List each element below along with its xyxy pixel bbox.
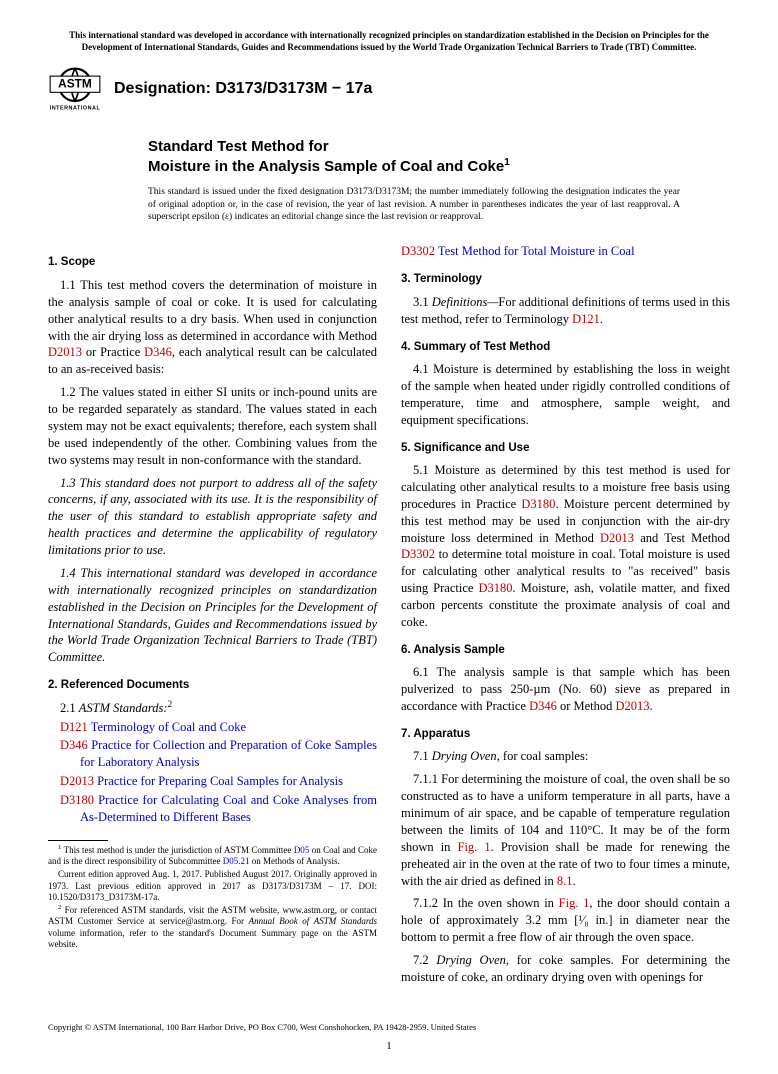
para-2-1: 2.1 ASTM Standards:2: [48, 700, 377, 717]
page-number: 1: [48, 1039, 730, 1054]
link-fig1b[interactable]: Fig. 1: [559, 896, 590, 910]
designation-text: Designation: D3173/D3173M − 17a: [114, 78, 372, 100]
title-prefix: Standard Test Method for: [148, 137, 730, 157]
ref-d121[interactable]: D121 Terminology of Coal and Coke: [48, 719, 377, 736]
para-1-2: 1.2 The values stated in either SI units…: [48, 384, 377, 468]
section-1-head: 1. Scope: [48, 255, 377, 271]
astm-logo-icon: ASTM INTERNATIONAL: [48, 61, 102, 115]
section-7-head: 7. Apparatus: [401, 727, 730, 743]
link-8-1[interactable]: 8.1: [557, 874, 573, 888]
ref-d346[interactable]: D346 Practice for Collection and Prepara…: [48, 737, 377, 771]
ref-d3302[interactable]: D3302 Test Method for Total Moisture in …: [401, 243, 730, 260]
link-d05[interactable]: D05: [294, 845, 310, 855]
link-d2013c[interactable]: D2013: [616, 699, 650, 713]
issuance-note: This standard is issued under the fixed …: [148, 186, 680, 223]
para-7-2: 7.2 Drying Oven, for coke samples. For d…: [401, 952, 730, 986]
footnote-rule: [48, 840, 108, 841]
link-d0521[interactable]: D05.21: [223, 856, 250, 866]
link-fig1a[interactable]: Fig. 1: [458, 840, 491, 854]
section-6-head: 6. Analysis Sample: [401, 643, 730, 659]
footnote-1-p2: Current edition approved Aug. 1, 2017. P…: [48, 869, 377, 903]
link-d346b[interactable]: D346: [529, 699, 557, 713]
link-d3180a[interactable]: D3180: [521, 497, 555, 511]
para-6-1: 6.1 The analysis sample is that sample w…: [401, 664, 730, 715]
tbt-header-note: This international standard was develope…: [48, 30, 730, 53]
link-d121[interactable]: D121: [572, 312, 600, 326]
para-1-3: 1.3 This standard does not purport to ad…: [48, 475, 377, 559]
footnote-2: 2 For referenced ASTM standards, visit t…: [48, 905, 377, 950]
footnote-1: 1 This test method is under the jurisdic…: [48, 845, 377, 868]
right-column: D3302 Test Method for Total Moisture in …: [401, 243, 730, 991]
para-7-1-1: 7.1.1 For determining the moisture of co…: [401, 771, 730, 889]
ref-d3180[interactable]: D3180 Practice for Calculating Coal and …: [48, 792, 377, 826]
ref-d2013[interactable]: D2013 Practice for Preparing Coal Sample…: [48, 773, 377, 790]
left-column: 1. Scope 1.1 This test method covers the…: [48, 243, 377, 991]
title-block: Standard Test Method for Moisture in the…: [148, 137, 730, 176]
two-column-body: 1. Scope 1.1 This test method covers the…: [48, 243, 730, 991]
link-d2013[interactable]: D2013: [48, 345, 82, 359]
link-d2013b[interactable]: D2013: [600, 531, 634, 545]
para-7-1: 7.1 Drying Oven, for coal samples:: [401, 748, 730, 765]
para-5-1: 5.1 Moisture as determined by this test …: [401, 462, 730, 631]
para-3-1: 3.1 Definitions—For additional definitio…: [401, 294, 730, 328]
svg-text:ASTM: ASTM: [58, 77, 92, 91]
para-1-4: 1.4 This international standard was deve…: [48, 565, 377, 666]
para-4-1: 4.1 Moisture is determined by establishi…: [401, 361, 730, 429]
link-d3180c[interactable]: D3180: [479, 581, 513, 595]
link-d346[interactable]: D346: [144, 345, 172, 359]
section-3-head: 3. Terminology: [401, 272, 730, 288]
link-d3302b[interactable]: D3302: [401, 547, 435, 561]
title-main: Moisture in the Analysis Sample of Coal …: [148, 157, 730, 177]
para-7-1-2: 7.1.2 In the oven shown in Fig. 1, the d…: [401, 895, 730, 946]
section-2-head: 2. Referenced Documents: [48, 678, 377, 694]
para-1-1: 1.1 This test method covers the determin…: [48, 277, 377, 378]
copyright-line: Copyright © ASTM International, 100 Barr…: [48, 1022, 730, 1033]
svg-text:INTERNATIONAL: INTERNATIONAL: [50, 106, 101, 112]
section-4-head: 4. Summary of Test Method: [401, 340, 730, 356]
section-5-head: 5. Significance and Use: [401, 441, 730, 457]
designation-row: ASTM INTERNATIONAL Designation: D3173/D3…: [48, 61, 730, 115]
